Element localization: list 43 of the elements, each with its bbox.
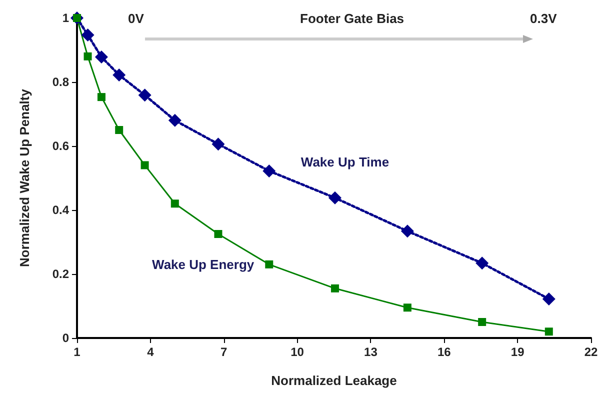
y-tick-label: 0.8: [52, 75, 70, 89]
y-tick-label: 1: [62, 11, 70, 25]
point: [262, 164, 276, 178]
x-tick-label: 19: [510, 345, 525, 359]
point: [476, 256, 489, 270]
y-tick-label: 0.2: [52, 267, 70, 281]
x-tick-label: 4: [147, 345, 154, 359]
annotation: Footer Gate Bias: [300, 11, 404, 26]
x-tick-label: 13: [364, 345, 378, 359]
x-tick-label: 7: [220, 345, 228, 359]
x-tick-label: 22: [584, 345, 598, 359]
point: [542, 292, 556, 306]
point: [84, 52, 92, 60]
point: [328, 191, 342, 204]
y-tick-label: 0.6: [52, 139, 70, 153]
point: [97, 93, 106, 102]
point: [112, 68, 126, 82]
x-tick-label: 1: [74, 345, 81, 359]
point: [170, 200, 179, 208]
point: [330, 284, 339, 292]
y-tick-label: 0: [62, 331, 70, 345]
annotation: 0.3V: [530, 11, 558, 26]
point: [400, 224, 414, 238]
annotation: 0V: [128, 11, 144, 26]
point: [94, 50, 108, 64]
y-tick-label: 0.4: [52, 203, 70, 217]
series-label: Wake Up Energy: [152, 256, 255, 272]
point: [403, 304, 412, 312]
x-tick-label: 10: [290, 345, 304, 359]
point: [138, 88, 152, 102]
point: [115, 126, 124, 134]
point: [140, 161, 149, 170]
point: [265, 260, 274, 268]
point: [212, 138, 225, 151]
x-axis-title: Normalized Leakage: [271, 373, 397, 388]
x-tick-label: 16: [437, 345, 452, 359]
point: [168, 114, 182, 127]
point: [81, 28, 94, 42]
point: [478, 318, 486, 326]
y-axis-title: Normalized Wake Up Penalty: [17, 88, 32, 267]
series-label: Wake Up Time: [300, 154, 390, 170]
point: [544, 328, 553, 336]
point: [214, 230, 222, 238]
